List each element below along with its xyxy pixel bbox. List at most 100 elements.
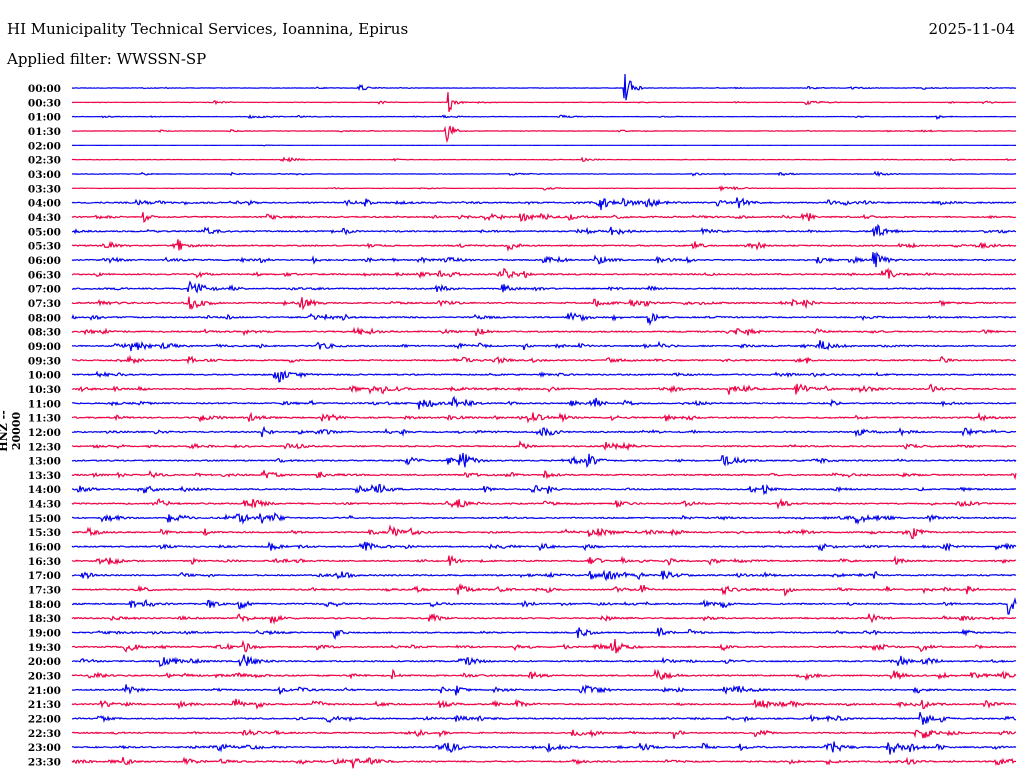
trace-row-2330 bbox=[71, 756, 1016, 769]
trace-row-0530 bbox=[71, 239, 1017, 253]
trace-row-0900 bbox=[71, 340, 1017, 352]
trace-row-0600 bbox=[71, 251, 1017, 268]
trace-row-0730 bbox=[71, 296, 1017, 311]
time-label: 01:30 bbox=[28, 126, 61, 138]
trace-row-2100 bbox=[72, 684, 1017, 696]
time-label: 05:30 bbox=[28, 241, 61, 253]
time-label: 16:30 bbox=[28, 556, 61, 568]
trace-row-0330 bbox=[71, 185, 1017, 192]
trace-row-0500 bbox=[71, 223, 1017, 237]
time-label: 04:30 bbox=[28, 212, 61, 224]
time-label: 21:30 bbox=[28, 699, 61, 711]
trace-row-0200 bbox=[71, 144, 1017, 147]
trace-row-1100 bbox=[71, 395, 1017, 410]
trace-row-0400 bbox=[71, 197, 1017, 211]
trace-row-1730 bbox=[71, 583, 1017, 597]
time-label: 00:00 bbox=[28, 83, 61, 95]
trace-row-0800 bbox=[71, 311, 1017, 327]
trace-row-2130 bbox=[71, 698, 1017, 710]
trace-row-1230 bbox=[71, 439, 1017, 452]
trace-row-0700 bbox=[71, 280, 1017, 294]
trace-row-1900 bbox=[71, 626, 1017, 641]
trace-row-0930 bbox=[71, 354, 1017, 365]
trace-row-1200 bbox=[71, 425, 1016, 438]
time-label: 06:30 bbox=[28, 269, 61, 281]
time-label: 04:00 bbox=[28, 198, 61, 210]
trace-row-0300 bbox=[71, 170, 1016, 178]
trace-row-1800 bbox=[71, 597, 1017, 615]
time-label: 02:00 bbox=[28, 140, 61, 152]
time-label: 18:00 bbox=[28, 599, 61, 611]
time-label: 13:00 bbox=[28, 456, 61, 468]
filter-label: Applied filter: WWSSN-SP bbox=[7, 50, 207, 68]
trace-row-1830 bbox=[71, 612, 1017, 625]
trace-row-1300 bbox=[71, 452, 1017, 469]
trace-row-1130 bbox=[71, 411, 1017, 424]
time-label: 01:00 bbox=[28, 112, 61, 124]
time-label: 19:00 bbox=[28, 628, 61, 640]
trace-row-1530 bbox=[71, 524, 1017, 540]
trace-row-0000 bbox=[71, 73, 1016, 101]
trace-row-1400 bbox=[72, 483, 1017, 496]
station-title: HI Municipality Technical Services, Ioan… bbox=[7, 20, 409, 38]
trace-row-1000 bbox=[71, 370, 1017, 383]
time-label: 09:30 bbox=[28, 355, 61, 367]
time-label: 17:30 bbox=[28, 585, 61, 597]
trace-row-0430 bbox=[71, 211, 1016, 223]
time-label: 11:30 bbox=[28, 413, 61, 425]
trace-row-1630 bbox=[71, 554, 1016, 566]
trace-row-2200 bbox=[71, 712, 1017, 725]
trace-row-1030 bbox=[71, 383, 1017, 395]
time-label: 08:00 bbox=[28, 312, 61, 324]
trace-row-0030 bbox=[71, 92, 1016, 113]
trace-row-1330 bbox=[71, 469, 1017, 481]
trace-row-0100 bbox=[71, 114, 1017, 121]
time-label: 09:00 bbox=[28, 341, 61, 353]
time-label: 06:00 bbox=[28, 255, 61, 267]
time-label: 13:30 bbox=[28, 470, 61, 482]
time-label: 23:30 bbox=[28, 757, 61, 769]
time-label: 15:30 bbox=[28, 527, 61, 539]
time-label: 20:30 bbox=[28, 671, 61, 683]
trace-row-0630 bbox=[71, 267, 1017, 279]
time-label: 17:00 bbox=[28, 570, 61, 582]
time-label: 10:30 bbox=[28, 384, 61, 396]
time-label: 07:00 bbox=[28, 284, 61, 296]
trace-row-2030 bbox=[71, 668, 1017, 682]
time-label: 19:30 bbox=[28, 642, 61, 654]
trace-row-2300 bbox=[71, 741, 1017, 755]
time-label: 22:00 bbox=[28, 714, 61, 726]
time-label: 00:30 bbox=[28, 97, 61, 109]
time-label: 22:30 bbox=[28, 728, 61, 740]
trace-row-0830 bbox=[71, 326, 1017, 337]
trace-row-1600 bbox=[71, 541, 1017, 552]
time-label: 12:30 bbox=[28, 441, 61, 453]
time-label: 12:00 bbox=[28, 427, 61, 439]
time-label: 15:00 bbox=[28, 513, 61, 525]
time-label: 11:00 bbox=[28, 398, 61, 410]
time-label: 20:00 bbox=[28, 656, 61, 668]
time-label: 14:00 bbox=[28, 484, 61, 496]
date-label: 2025-11-04 bbox=[928, 20, 1015, 38]
time-label: 21:00 bbox=[28, 685, 61, 697]
time-label: 16:00 bbox=[28, 542, 61, 554]
trace-row-0230 bbox=[72, 156, 1017, 163]
time-label: 23:00 bbox=[28, 742, 61, 754]
trace-row-1700 bbox=[71, 569, 1017, 582]
time-label: 18:30 bbox=[28, 613, 61, 625]
trace-row-1430 bbox=[71, 497, 1017, 510]
time-label: 10:00 bbox=[28, 370, 61, 382]
time-label: 03:00 bbox=[28, 169, 61, 181]
time-label: 03:30 bbox=[28, 183, 61, 195]
trace-row-2230 bbox=[71, 728, 1017, 740]
trace-row-1930 bbox=[72, 639, 1017, 654]
time-label: 14:30 bbox=[28, 499, 61, 511]
time-label: 02:30 bbox=[28, 155, 61, 167]
time-label: 05:00 bbox=[28, 226, 61, 238]
time-label: 07:30 bbox=[28, 298, 61, 310]
trace-row-2000 bbox=[71, 654, 1016, 668]
trace-row-0130 bbox=[71, 125, 1016, 144]
trace-row-1500 bbox=[71, 512, 1017, 526]
time-label: 08:30 bbox=[28, 327, 61, 339]
